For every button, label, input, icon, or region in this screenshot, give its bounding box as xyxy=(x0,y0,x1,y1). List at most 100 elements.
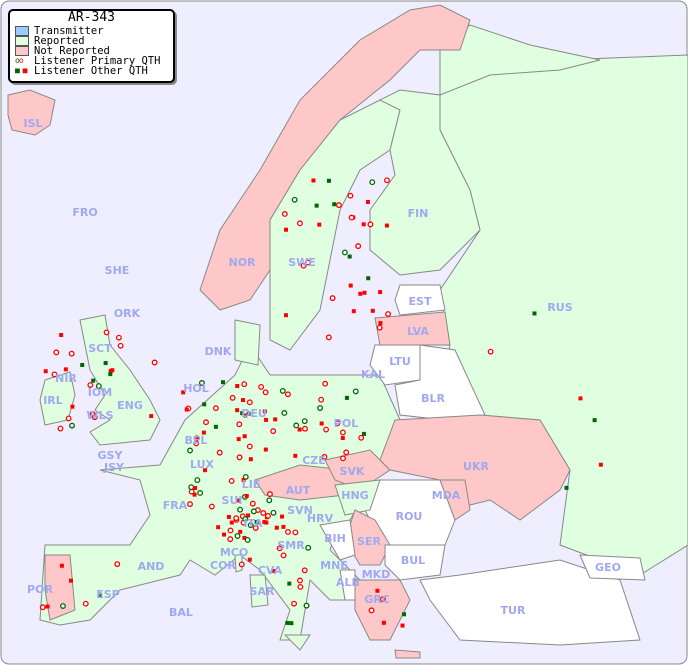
country-label-smr: SMR xyxy=(277,539,305,552)
listener-primary-qth-marker xyxy=(281,410,288,416)
listener-primary-qth-marker xyxy=(280,552,287,559)
listener-other-qth-marker xyxy=(192,492,197,497)
listener-other-qth-marker xyxy=(532,311,537,316)
listener-other-qth-marker xyxy=(274,525,279,530)
listener-primary-qth-marker xyxy=(318,396,325,403)
listener-primary-qth-marker xyxy=(258,383,265,390)
country-label-sui: SUI xyxy=(222,494,243,507)
listener-other-qth-marker xyxy=(222,532,226,537)
listener-other-qth-marker xyxy=(370,308,375,313)
legend-title: AR-343 xyxy=(68,10,115,25)
country-portugal xyxy=(44,554,76,621)
country-label-tur: TUR xyxy=(501,604,526,617)
legend: AR-343 Transmitter Reported Not Reported… xyxy=(8,9,175,83)
country-label-deu: DEU xyxy=(241,407,267,420)
listener-primary-qth-marker xyxy=(325,334,332,341)
country-label-lie: LIE xyxy=(242,478,261,491)
listener-other-qth-marker xyxy=(293,453,298,458)
listener-primary-qth-marker xyxy=(385,311,392,317)
listener-other-qth-marker xyxy=(564,485,569,490)
legend-primary-qth: oo Listener Primary QTH xyxy=(10,55,173,67)
country-label-alb: ALB xyxy=(336,576,360,589)
listener-other-qth-marker xyxy=(578,396,583,401)
listener-other-qth-marker xyxy=(400,623,405,628)
country-label-ita: ITA xyxy=(243,517,263,530)
country-label-swe: SWE xyxy=(288,256,316,269)
listener-primary-qth-marker xyxy=(216,449,223,456)
legend-transmitter: Transmitter xyxy=(10,26,173,36)
listener-primary-qth-marker xyxy=(187,501,193,508)
listener-other-qth-marker xyxy=(347,254,352,259)
listener-other-qth-marker xyxy=(195,435,200,440)
country-label-isl: ISL xyxy=(23,117,42,130)
country-hungary xyxy=(334,479,381,516)
listener-other-qth-marker xyxy=(262,520,267,525)
country-label-aut: AUT xyxy=(286,484,311,497)
listener-primary-qth-marker xyxy=(284,391,291,398)
country-sicily xyxy=(283,634,311,651)
listener-primary-qth-marker xyxy=(187,447,193,454)
listener-other-qth-marker xyxy=(193,485,198,490)
listener-primary-qth-marker xyxy=(296,220,303,227)
listener-other-qth-marker xyxy=(351,309,356,314)
listener-other-qth-marker xyxy=(285,620,290,625)
country-label-fra: FRA xyxy=(163,499,188,512)
listener-other-qth-marker xyxy=(264,417,269,422)
listener-other-qth-marker xyxy=(236,437,241,442)
listener-other-qth-marker xyxy=(289,621,294,626)
country-kola xyxy=(439,24,601,96)
listener-primary-qth-marker xyxy=(376,324,383,331)
listener-primary-qth-marker xyxy=(368,607,375,614)
country-bulgaria xyxy=(384,544,446,581)
country-label-kal: KAL xyxy=(361,368,385,381)
listener-other-qth-marker xyxy=(283,227,288,232)
listener-other-qth-marker xyxy=(248,457,253,462)
listener-other-qth-marker xyxy=(297,427,302,432)
listener-other-qth-marker xyxy=(592,418,597,423)
country-ukraine xyxy=(379,414,571,521)
listener-other-qth-marker xyxy=(314,203,319,208)
country-label-fro: FRO xyxy=(72,206,97,219)
country-label-she: SHE xyxy=(105,264,130,277)
listener-primary-qth-marker xyxy=(301,567,308,574)
listener-other-qth-marker xyxy=(213,424,218,429)
listener-primary-qth-marker xyxy=(279,387,286,394)
listener-primary-qth-marker xyxy=(87,382,94,388)
listener-primary-qth-marker xyxy=(358,434,365,441)
listener-primary-qth-marker xyxy=(227,536,234,543)
country-corsica xyxy=(234,554,243,573)
listener-other-qth-marker xyxy=(235,408,240,413)
country-greece xyxy=(354,579,411,641)
listener-primary-qth-marker xyxy=(367,221,374,228)
listener-other-qth-marker xyxy=(244,493,249,498)
country-label-gsy: GSY xyxy=(98,449,124,462)
country-label-ltu: LTU xyxy=(389,355,411,368)
country-label-bul: BUL xyxy=(401,554,425,567)
country-latvia xyxy=(374,311,451,346)
country-norway xyxy=(199,4,471,311)
listener-other-qth-marker xyxy=(68,578,73,583)
listener-primary-qth-marker xyxy=(347,192,354,199)
listener-primary-qth-marker xyxy=(252,525,259,531)
legend-label: Listener Other QTH xyxy=(34,65,148,77)
country-iceland xyxy=(7,89,56,136)
country-label-mco: MCO xyxy=(220,546,248,559)
country-label-mkd: MKD xyxy=(362,568,391,581)
listener-primary-qth-marker xyxy=(91,414,98,421)
listener-primary-qth-marker xyxy=(379,596,386,603)
listener-primary-qth-marker xyxy=(343,449,350,456)
legend-label: Listener Primary QTH xyxy=(34,55,161,67)
listener-primary-qth-marker xyxy=(208,503,215,510)
listener-primary-qth-marker xyxy=(82,600,89,607)
listener-primary-qth-marker xyxy=(197,490,204,496)
listener-primary-qth-marker xyxy=(246,399,253,406)
listener-primary-qth-marker xyxy=(321,453,328,460)
country-label-sar: SAR xyxy=(250,585,275,598)
listener-other-qth-marker xyxy=(317,222,322,227)
country-great-britain xyxy=(79,314,161,446)
listener-primary-qth-marker xyxy=(236,454,243,461)
listener-other-qth-marker xyxy=(263,447,268,452)
listener-primary-qth-marker xyxy=(340,455,346,462)
country-sardinia xyxy=(249,574,269,608)
listener-primary-qth-marker xyxy=(334,420,341,427)
